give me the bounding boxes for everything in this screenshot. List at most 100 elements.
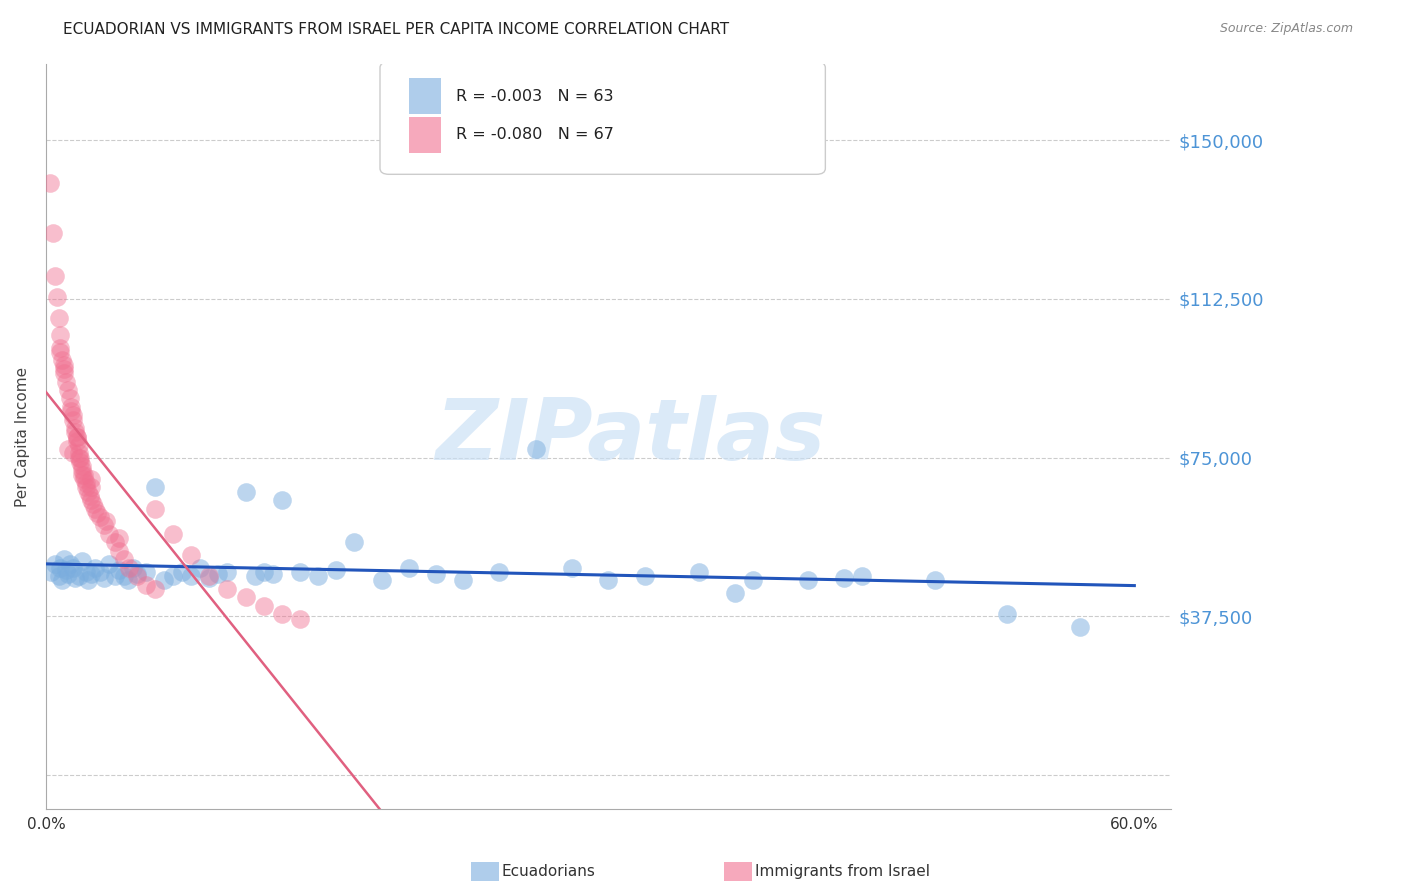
Point	[49, 345, 72, 359]
Text: ZIPatlas: ZIPatlas	[436, 395, 825, 478]
Point	[851, 569, 873, 583]
Point	[235, 484, 257, 499]
Point	[170, 565, 193, 579]
Point	[66, 429, 89, 443]
Point	[118, 561, 141, 575]
Point	[55, 375, 77, 389]
Point	[80, 567, 103, 582]
Point	[112, 552, 135, 566]
Point	[51, 353, 73, 368]
Point	[44, 557, 66, 571]
Point	[117, 574, 139, 588]
Point	[125, 569, 148, 583]
Point	[143, 501, 166, 516]
Point	[73, 467, 96, 482]
Point	[42, 227, 65, 241]
Point	[270, 607, 292, 622]
Point	[425, 567, 447, 582]
Point	[60, 400, 83, 414]
Point	[93, 571, 115, 585]
Point	[198, 569, 221, 583]
Point	[72, 459, 94, 474]
Point	[832, 571, 855, 585]
Point	[48, 311, 70, 326]
Point	[62, 412, 84, 426]
Point	[217, 582, 239, 596]
Point	[995, 607, 1018, 622]
Point	[63, 425, 86, 440]
FancyBboxPatch shape	[380, 62, 825, 174]
Point	[75, 565, 97, 579]
Point	[325, 563, 347, 577]
Point	[198, 571, 221, 585]
Point	[86, 506, 108, 520]
Point	[62, 409, 84, 423]
Point	[53, 366, 76, 380]
Point	[451, 574, 474, 588]
Point	[125, 567, 148, 582]
Point	[98, 527, 121, 541]
Point	[67, 450, 90, 465]
Point	[188, 561, 211, 575]
Text: ECUADORIAN VS IMMIGRANTS FROM ISRAEL PER CAPITA INCOME CORRELATION CHART: ECUADORIAN VS IMMIGRANTS FROM ISRAEL PER…	[63, 22, 730, 37]
Point	[162, 527, 184, 541]
Point	[153, 574, 176, 588]
Point	[45, 290, 67, 304]
Point	[688, 565, 710, 579]
Point	[56, 383, 79, 397]
Text: Immigrants from Israel: Immigrants from Israel	[755, 864, 929, 879]
Point	[84, 561, 107, 575]
Point	[63, 421, 86, 435]
Point	[53, 361, 76, 376]
Point	[58, 557, 80, 571]
Point	[180, 548, 202, 562]
Point	[67, 446, 90, 460]
Point	[73, 472, 96, 486]
Point	[89, 510, 111, 524]
Point	[89, 565, 111, 579]
Point	[398, 561, 420, 575]
Point	[38, 176, 60, 190]
Point	[49, 341, 72, 355]
Point	[51, 574, 73, 588]
Bar	[409, 78, 440, 114]
Point	[143, 582, 166, 596]
Y-axis label: Per Capita Income: Per Capita Income	[15, 367, 30, 507]
Point	[66, 429, 89, 443]
Point	[56, 567, 79, 582]
Point	[84, 501, 107, 516]
Point	[67, 438, 90, 452]
Point	[122, 561, 145, 575]
Text: R = -0.003   N = 63: R = -0.003 N = 63	[457, 88, 614, 103]
Point	[67, 569, 90, 583]
Point	[80, 472, 103, 486]
Point	[207, 567, 229, 582]
Point	[253, 565, 276, 579]
Point	[49, 561, 72, 575]
Point	[288, 611, 311, 625]
Point	[80, 493, 103, 508]
Bar	[409, 117, 440, 153]
Point	[60, 404, 83, 418]
Point	[104, 569, 127, 583]
Point	[53, 552, 76, 566]
Point	[135, 565, 157, 579]
Point	[75, 480, 97, 494]
Point	[797, 574, 820, 588]
Point	[80, 480, 103, 494]
Point	[75, 476, 97, 491]
Point	[72, 463, 94, 477]
Point	[180, 569, 202, 583]
Point	[633, 569, 655, 583]
Point	[253, 599, 276, 613]
Point	[143, 480, 166, 494]
Point	[135, 578, 157, 592]
Point	[270, 493, 292, 508]
Point	[924, 574, 946, 588]
Point	[93, 518, 115, 533]
Point	[243, 569, 266, 583]
Point	[49, 328, 72, 343]
Point	[94, 514, 117, 528]
Point	[162, 569, 184, 583]
Point	[104, 535, 127, 549]
